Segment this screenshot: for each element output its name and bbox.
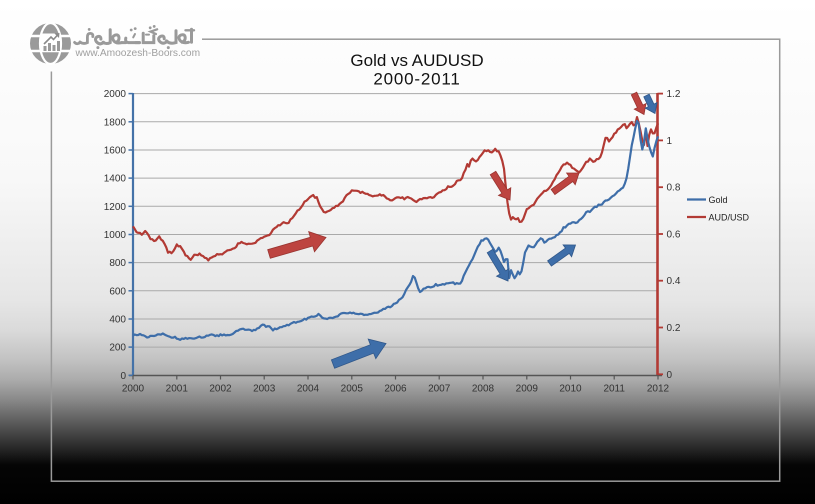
svg-text:2009: 2009 — [516, 384, 539, 395]
svg-text:0: 0 — [120, 371, 126, 382]
svg-text:2004: 2004 — [297, 384, 320, 395]
svg-text:0.2: 0.2 — [667, 323, 681, 334]
svg-text:2005: 2005 — [341, 384, 364, 395]
svg-text:800: 800 — [109, 258, 126, 269]
svg-text:1600: 1600 — [104, 146, 127, 157]
svg-text:1: 1 — [667, 136, 673, 147]
svg-text:1800: 1800 — [104, 117, 127, 128]
svg-text:1400: 1400 — [104, 174, 127, 185]
svg-text:AUD/USD: AUD/USD — [709, 212, 750, 222]
svg-text:www.Amoozesh-Boors.com: www.Amoozesh-Boors.com — [75, 48, 201, 59]
svg-text:2000: 2000 — [122, 384, 145, 395]
svg-text:Gold: Gold — [709, 195, 728, 205]
svg-text:2003: 2003 — [253, 384, 276, 395]
svg-text:600: 600 — [109, 286, 126, 297]
svg-text:1.2: 1.2 — [667, 89, 681, 100]
svg-text:1200: 1200 — [104, 202, 127, 213]
svg-text:2000: 2000 — [104, 89, 127, 100]
svg-text:200: 200 — [109, 343, 126, 354]
svg-text:2011: 2011 — [603, 384, 625, 395]
svg-text:0.8: 0.8 — [667, 183, 681, 194]
svg-text:Gold vs AUDUSD: Gold vs AUDUSD — [350, 51, 483, 70]
svg-text:2000-2011: 2000-2011 — [373, 70, 460, 89]
svg-text:2001: 2001 — [166, 384, 189, 395]
svg-text:2012: 2012 — [647, 384, 670, 395]
svg-text:2007: 2007 — [428, 384, 451, 395]
svg-text:2008: 2008 — [472, 384, 495, 395]
svg-text:400: 400 — [109, 315, 126, 326]
svg-text:2010: 2010 — [559, 384, 582, 395]
svg-text:0.6: 0.6 — [667, 230, 681, 241]
svg-text:0.4: 0.4 — [667, 276, 681, 287]
svg-text:1000: 1000 — [104, 230, 127, 241]
svg-text:0: 0 — [667, 370, 673, 381]
svg-text:2002: 2002 — [209, 384, 232, 395]
svg-text:2006: 2006 — [384, 384, 407, 395]
